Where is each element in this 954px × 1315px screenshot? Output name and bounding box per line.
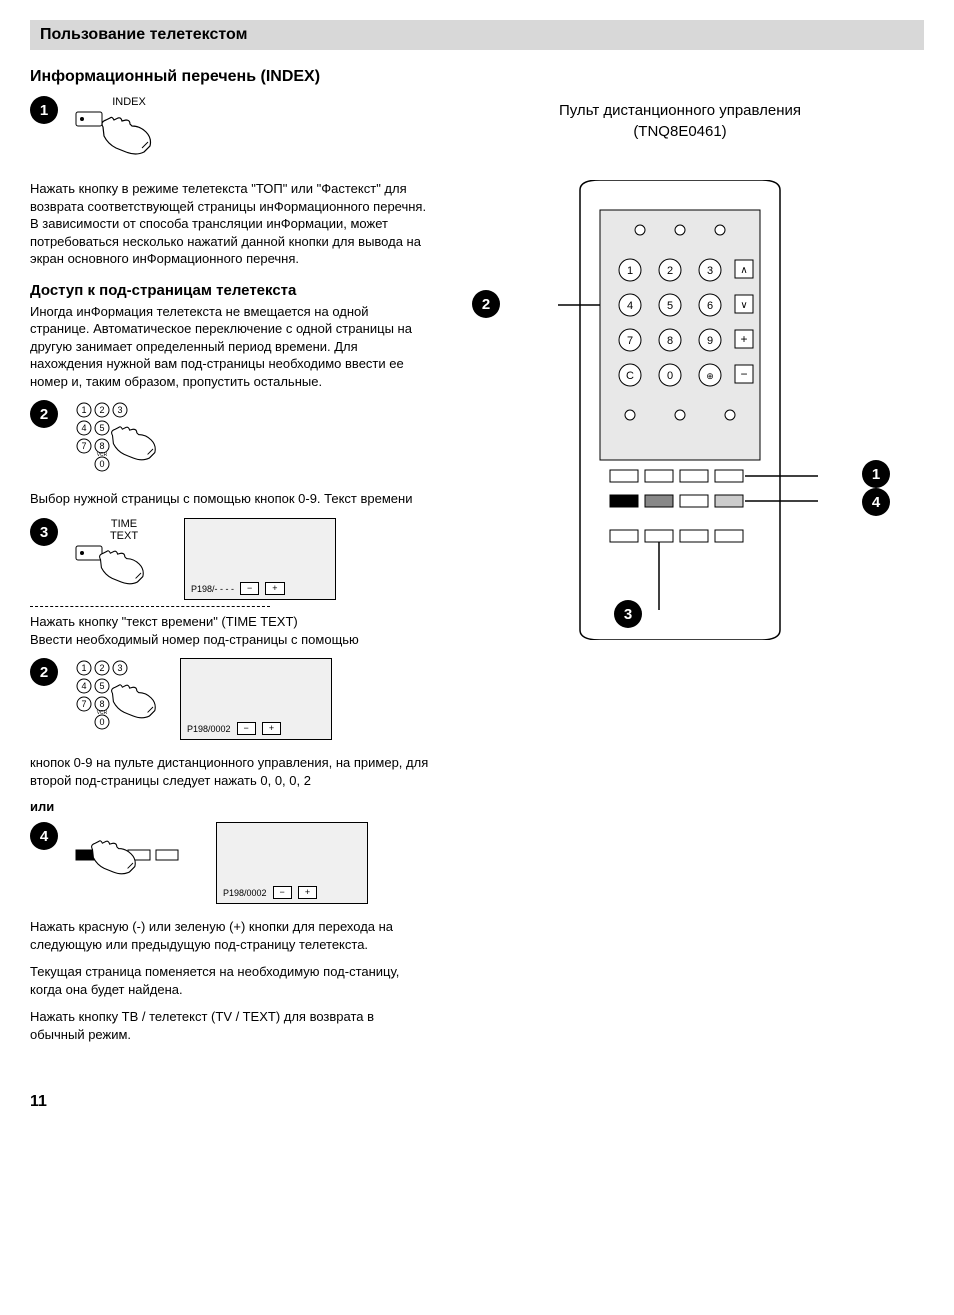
step2-text: Выбор нужной страницы с помощью кнопок 0… — [30, 490, 430, 508]
section1-title: Информационный перечень (INDEX) — [30, 68, 430, 86]
svg-text:6: 6 — [707, 300, 713, 312]
final-text-2: Нажать кнопку ТВ / телетекст (TV / TEXT)… — [30, 1008, 430, 1043]
header-bar: Пользование телетекстом — [30, 20, 924, 50]
step4-text: Нажать красную (-) или зеленую (+) кнопк… — [30, 918, 430, 953]
step-3: 3 TIME TEXT P198/- - - - − + — [30, 518, 430, 600]
page-number: 11 — [30, 1093, 924, 1111]
timetext-button-illus — [74, 542, 174, 592]
screen-2: P198/0002 − + — [180, 658, 332, 740]
index-label: INDEX — [74, 96, 184, 108]
svg-text:9: 9 — [707, 335, 713, 347]
step-badge-1: 1 — [30, 96, 58, 124]
svg-text:1: 1 — [627, 265, 633, 277]
svg-text:C: C — [626, 370, 634, 382]
minus-btn-icon: − — [240, 582, 259, 595]
remote-svg: 1 2 3 4 5 6 7 8 9 C 0 ⊕ ∧ ∨ + − — [540, 180, 820, 640]
remote-title: Пульт дистанционного управления — [470, 102, 890, 119]
svg-text:+: + — [740, 332, 747, 346]
plus-btn-icon-2: + — [262, 722, 281, 735]
minus-btn-icon-2: − — [237, 722, 256, 735]
right-column: Пульт дистанционного управления (TNQ8E04… — [470, 62, 890, 1053]
keypad-illus-2 — [74, 658, 164, 734]
plus-btn-icon: + — [265, 582, 284, 595]
screen1-code: P198/- - - - — [191, 584, 234, 594]
svg-text:⊕: ⊕ — [706, 371, 714, 381]
step3-text: Нажать кнопку "текст времени" (TIME TEXT… — [30, 613, 430, 648]
plus-btn-icon-3: + — [298, 886, 317, 899]
keypad-illus — [74, 400, 164, 476]
or-word: или — [30, 799, 430, 814]
callout-4: 4 — [862, 488, 890, 516]
screen-1: P198/- - - - − + — [184, 518, 336, 600]
step-1: 1 INDEX — [30, 96, 430, 166]
step-2b: 2 P198/0002 − + — [30, 658, 430, 740]
callout-3: 3 — [614, 600, 642, 628]
svg-text:0: 0 — [667, 370, 673, 382]
step-badge-2: 2 — [30, 400, 58, 428]
svg-text:8: 8 — [667, 335, 673, 347]
svg-text:∨: ∨ — [740, 300, 747, 311]
minus-btn-icon-3: − — [273, 886, 292, 899]
step-badge-2b: 2 — [30, 658, 58, 686]
step-2a: 2 — [30, 400, 430, 476]
step-4: 4 P198/0002 − + — [30, 822, 430, 904]
remote-diagram: 1 2 3 4 5 6 7 8 9 C 0 ⊕ ∧ ∨ + − — [470, 160, 890, 660]
section2-title: Доступ к под-страницам телетекста — [30, 282, 430, 299]
left-column: Информационный перечень (INDEX) 1 INDEX … — [30, 62, 430, 1053]
callout-2: 2 — [472, 290, 500, 318]
final-text-1: Текущая страница поменяется на необходим… — [30, 963, 430, 998]
step-badge-3: 3 — [30, 518, 58, 546]
index-button-illus — [74, 108, 184, 163]
remote-model: (TNQ8E0461) — [470, 123, 890, 140]
svg-text:7: 7 — [627, 335, 633, 347]
timetext-label: TIME TEXT — [74, 518, 174, 542]
svg-text:5: 5 — [667, 300, 673, 312]
step-badge-4: 4 — [30, 822, 58, 850]
screen-3: P198/0002 − + — [216, 822, 368, 904]
section2-intro: Иногда инФормация телетекста не вмещаетс… — [30, 303, 430, 391]
color-button-illus — [74, 822, 204, 877]
svg-text:−: − — [740, 367, 747, 381]
svg-text:3: 3 — [707, 265, 713, 277]
screen2-code: P198/0002 — [187, 724, 231, 734]
svg-text:2: 2 — [667, 265, 673, 277]
step2b-text: кнопок 0-9 на пульте дистанционного упра… — [30, 754, 430, 789]
screen3-code: P198/0002 — [223, 888, 267, 898]
callout-1: 1 — [862, 460, 890, 488]
svg-text:4: 4 — [627, 300, 633, 312]
svg-text:∧: ∧ — [740, 265, 747, 276]
step1-text: Нажать кнопку в режиме телетекста "ТОП" … — [30, 180, 430, 268]
